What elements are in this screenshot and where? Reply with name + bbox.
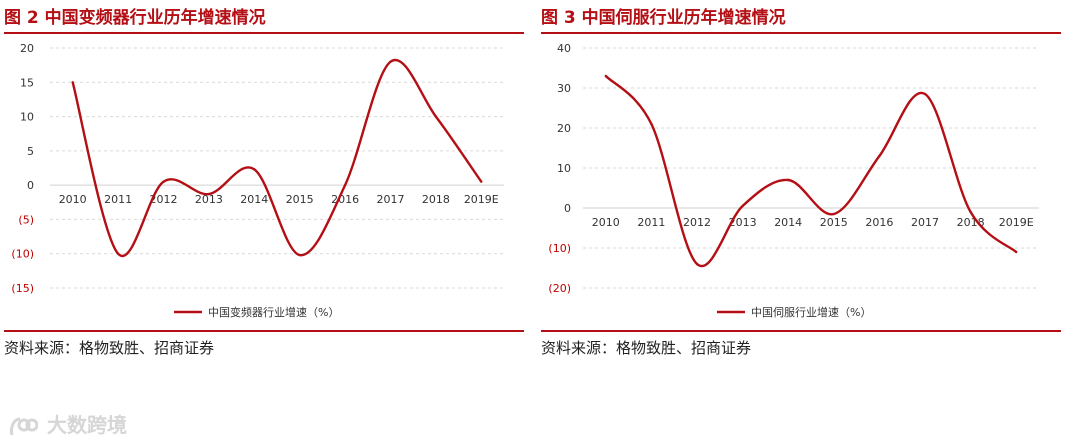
x-tick-label: 2011 bbox=[104, 193, 132, 206]
data-point bbox=[434, 115, 438, 118]
data-point bbox=[650, 122, 653, 126]
y-tick-label: 40 bbox=[557, 42, 571, 55]
series-line bbox=[71, 58, 483, 258]
y-tick-label: (20) bbox=[548, 282, 571, 295]
figure-2-source: 资料来源：格物致胜、招商证券 bbox=[4, 339, 215, 357]
x-tick-label: 2019E bbox=[999, 216, 1034, 229]
watermark-logo-icon bbox=[10, 417, 38, 435]
y-tick-label: 20 bbox=[557, 122, 571, 135]
y-tick-label: 20 bbox=[20, 42, 34, 55]
x-tick-label: 2017 bbox=[377, 193, 405, 206]
x-tick-label: 2011 bbox=[637, 216, 665, 229]
x-tick-label: 2013 bbox=[195, 193, 223, 206]
data-point bbox=[389, 60, 392, 63]
figure-2-panel: 图 2 中国变频器行业历年增速情况 20 15 10 5 0 (5) (10) (15) 201… bbox=[4, 0, 524, 370]
y-tick-label: 10 bbox=[20, 111, 34, 124]
title-rule bbox=[4, 32, 524, 34]
data-point bbox=[832, 212, 835, 216]
x-tick-label: 2015 bbox=[286, 193, 314, 206]
x-tick-label: 2010 bbox=[592, 216, 620, 229]
data-point bbox=[923, 92, 927, 96]
y-tick-label: 0 bbox=[564, 202, 571, 215]
y-tick-label: 5 bbox=[27, 145, 34, 158]
source-rule bbox=[4, 330, 524, 332]
data-point bbox=[71, 81, 74, 84]
x-tick-label: 2015 bbox=[820, 216, 848, 229]
x-tick-label: 2017 bbox=[911, 216, 939, 229]
x-tick-label: 2018 bbox=[957, 216, 985, 229]
data-point bbox=[787, 178, 790, 182]
data-point bbox=[116, 252, 120, 255]
y-tick-label: (10) bbox=[548, 242, 571, 255]
data-point bbox=[298, 253, 301, 257]
x-tick-label: 2013 bbox=[729, 216, 757, 229]
data-point bbox=[480, 180, 483, 183]
data-point bbox=[604, 74, 607, 78]
data-point bbox=[162, 180, 165, 183]
data-point bbox=[1015, 250, 1018, 254]
y-tick-label: (10) bbox=[11, 248, 34, 261]
x-tick-label: 2012 bbox=[150, 193, 178, 206]
y-tick-label: 15 bbox=[20, 76, 34, 89]
x-tick-label: 2019E bbox=[464, 193, 499, 206]
data-point bbox=[253, 168, 256, 171]
data-point bbox=[878, 154, 881, 158]
legend-label: 中国变频器行业增速（%） bbox=[208, 305, 339, 319]
y-tick-label: (15) bbox=[11, 282, 34, 295]
source-rule bbox=[541, 330, 1061, 332]
y-tick-label: 0 bbox=[27, 179, 34, 192]
title-rule bbox=[541, 32, 1061, 34]
x-tick-label: 2014 bbox=[774, 216, 802, 229]
data-point bbox=[741, 204, 744, 208]
watermark: 大数跨境 bbox=[8, 410, 127, 440]
x-tick-label: 2018 bbox=[422, 193, 450, 206]
data-point bbox=[343, 183, 347, 187]
y-tick-label: 10 bbox=[557, 162, 571, 175]
figure-3-source: 资料来源：格物致胜、招商证券 bbox=[541, 339, 752, 357]
x-tick-label: 2012 bbox=[683, 216, 711, 229]
x-tick-label: 2010 bbox=[59, 193, 87, 206]
figure-2-title: 图 2 中国变频器行业历年增速情况 bbox=[4, 8, 266, 28]
data-point bbox=[695, 262, 699, 266]
x-tick-label: 2014 bbox=[240, 193, 268, 206]
series-line bbox=[604, 75, 1017, 268]
figure-3-panel: 图 3 中国伺服行业历年增速情况 40 30 20 10 0 (10) (20) 2010 20… bbox=[541, 0, 1061, 370]
data-point bbox=[969, 210, 972, 214]
y-tick-label: (5) bbox=[18, 213, 34, 226]
data-point bbox=[207, 192, 211, 196]
figure-3-title: 图 3 中国伺服行业历年增速情况 bbox=[541, 8, 786, 28]
x-tick-label: 2016 bbox=[865, 216, 893, 229]
watermark-text: 大数跨境 bbox=[46, 413, 127, 437]
legend-label: 中国伺服行业增速（%） bbox=[751, 305, 871, 319]
y-tick-label: 30 bbox=[557, 82, 571, 95]
